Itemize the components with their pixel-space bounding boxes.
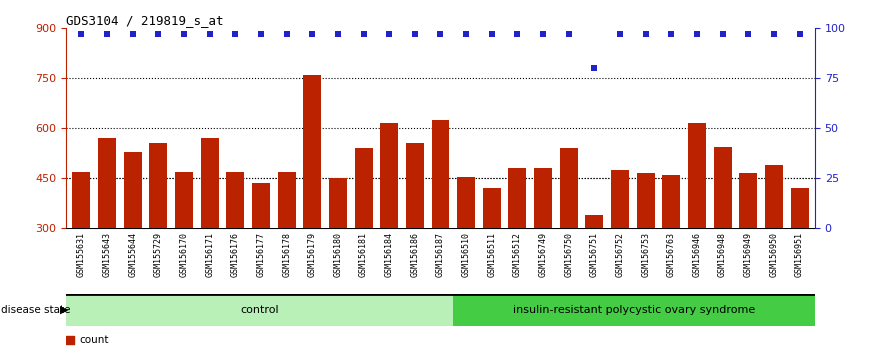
Point (279, 32, 293, 37)
Text: GSM156184: GSM156184 (385, 232, 394, 276)
Text: GSM156512: GSM156512 (513, 232, 522, 276)
Bar (534, 169, 552, 329)
Bar (739, 173, 758, 329)
Point (177, 32, 191, 37)
Point (793, 32, 807, 37)
Point (305, 32, 319, 37)
Bar (508, 169, 527, 329)
Point (664, 32, 678, 37)
Bar (278, 172, 296, 329)
Text: GSM156951: GSM156951 (795, 232, 804, 276)
Text: GSM156511: GSM156511 (487, 232, 496, 276)
Bar (432, 120, 449, 329)
Text: GSM156950: GSM156950 (769, 232, 779, 276)
Point (485, 32, 499, 37)
Text: insulin-resistant polycystic ovary syndrome: insulin-resistant polycystic ovary syndr… (513, 305, 755, 315)
Bar (98, 138, 116, 329)
Text: GSM156179: GSM156179 (307, 232, 317, 276)
Point (126, 32, 140, 37)
Text: GSM155644: GSM155644 (129, 232, 137, 276)
Text: GSM156751: GSM156751 (590, 232, 599, 276)
Bar (329, 178, 347, 329)
Point (741, 32, 755, 37)
Bar (354, 148, 373, 329)
Text: GSM156763: GSM156763 (667, 232, 676, 276)
Bar (637, 173, 655, 329)
Bar (457, 177, 475, 329)
Bar (559, 148, 578, 329)
Point (766, 32, 781, 37)
Point (433, 32, 448, 37)
Text: GSM156177: GSM156177 (256, 232, 265, 276)
Point (100, 32, 115, 37)
Point (228, 32, 242, 37)
Bar (585, 215, 603, 329)
Text: GSM155643: GSM155643 (102, 232, 112, 276)
Text: GSM156187: GSM156187 (436, 232, 445, 276)
Text: GSM156181: GSM156181 (359, 232, 368, 276)
Bar (150, 143, 167, 329)
Bar (381, 123, 398, 329)
Point (408, 32, 422, 37)
Bar (406, 143, 424, 329)
Text: GSM156510: GSM156510 (462, 232, 470, 276)
Bar (765, 165, 783, 329)
Bar (201, 138, 218, 329)
Text: GSM156949: GSM156949 (744, 232, 752, 276)
Point (690, 32, 704, 37)
Bar (226, 172, 244, 329)
Bar (714, 147, 731, 329)
Point (319, 251, 333, 257)
Text: GSM156753: GSM156753 (641, 232, 650, 276)
Text: GSM156750: GSM156750 (564, 232, 574, 276)
Bar (66, 294, 454, 326)
Text: GSM156749: GSM156749 (538, 232, 548, 276)
Point (203, 32, 217, 37)
Point (254, 32, 268, 37)
Text: GSM156180: GSM156180 (333, 232, 343, 276)
Bar (611, 170, 629, 329)
Text: GDS3104 / 219819_s_at: GDS3104 / 219819_s_at (66, 14, 224, 27)
Text: GSM156176: GSM156176 (231, 232, 240, 276)
Point (588, 65, 602, 71)
Point (510, 32, 524, 37)
Bar (252, 183, 270, 329)
Bar (483, 188, 500, 329)
Point (536, 32, 550, 37)
Bar (790, 188, 809, 329)
Text: control: control (241, 305, 279, 315)
Point (74, 32, 88, 37)
Point (639, 32, 653, 37)
Point (319, 58, 333, 64)
Bar (688, 123, 706, 329)
Text: GSM156186: GSM156186 (411, 232, 419, 276)
Point (357, 32, 371, 37)
Bar (303, 75, 322, 329)
Point (613, 32, 627, 37)
Text: GSM156752: GSM156752 (616, 232, 625, 276)
Text: GSM156948: GSM156948 (718, 232, 727, 276)
Point (459, 32, 473, 37)
Text: GSM156171: GSM156171 (205, 232, 214, 276)
Text: GSM156946: GSM156946 (692, 232, 701, 276)
Text: count: count (79, 335, 108, 345)
Text: ▶: ▶ (60, 305, 69, 315)
Point (331, 32, 345, 37)
Text: disease state: disease state (1, 305, 70, 315)
Point (152, 32, 166, 37)
Bar (123, 152, 142, 329)
Point (382, 32, 396, 37)
Text: GSM155729: GSM155729 (154, 232, 163, 276)
Bar (72, 172, 91, 329)
Bar (454, 294, 815, 326)
Point (562, 32, 576, 37)
Bar (663, 175, 680, 329)
Text: GSM156170: GSM156170 (180, 232, 189, 276)
Point (715, 32, 729, 37)
Text: GSM155631: GSM155631 (77, 232, 86, 276)
Bar (175, 172, 193, 329)
Text: GSM156178: GSM156178 (282, 232, 291, 276)
